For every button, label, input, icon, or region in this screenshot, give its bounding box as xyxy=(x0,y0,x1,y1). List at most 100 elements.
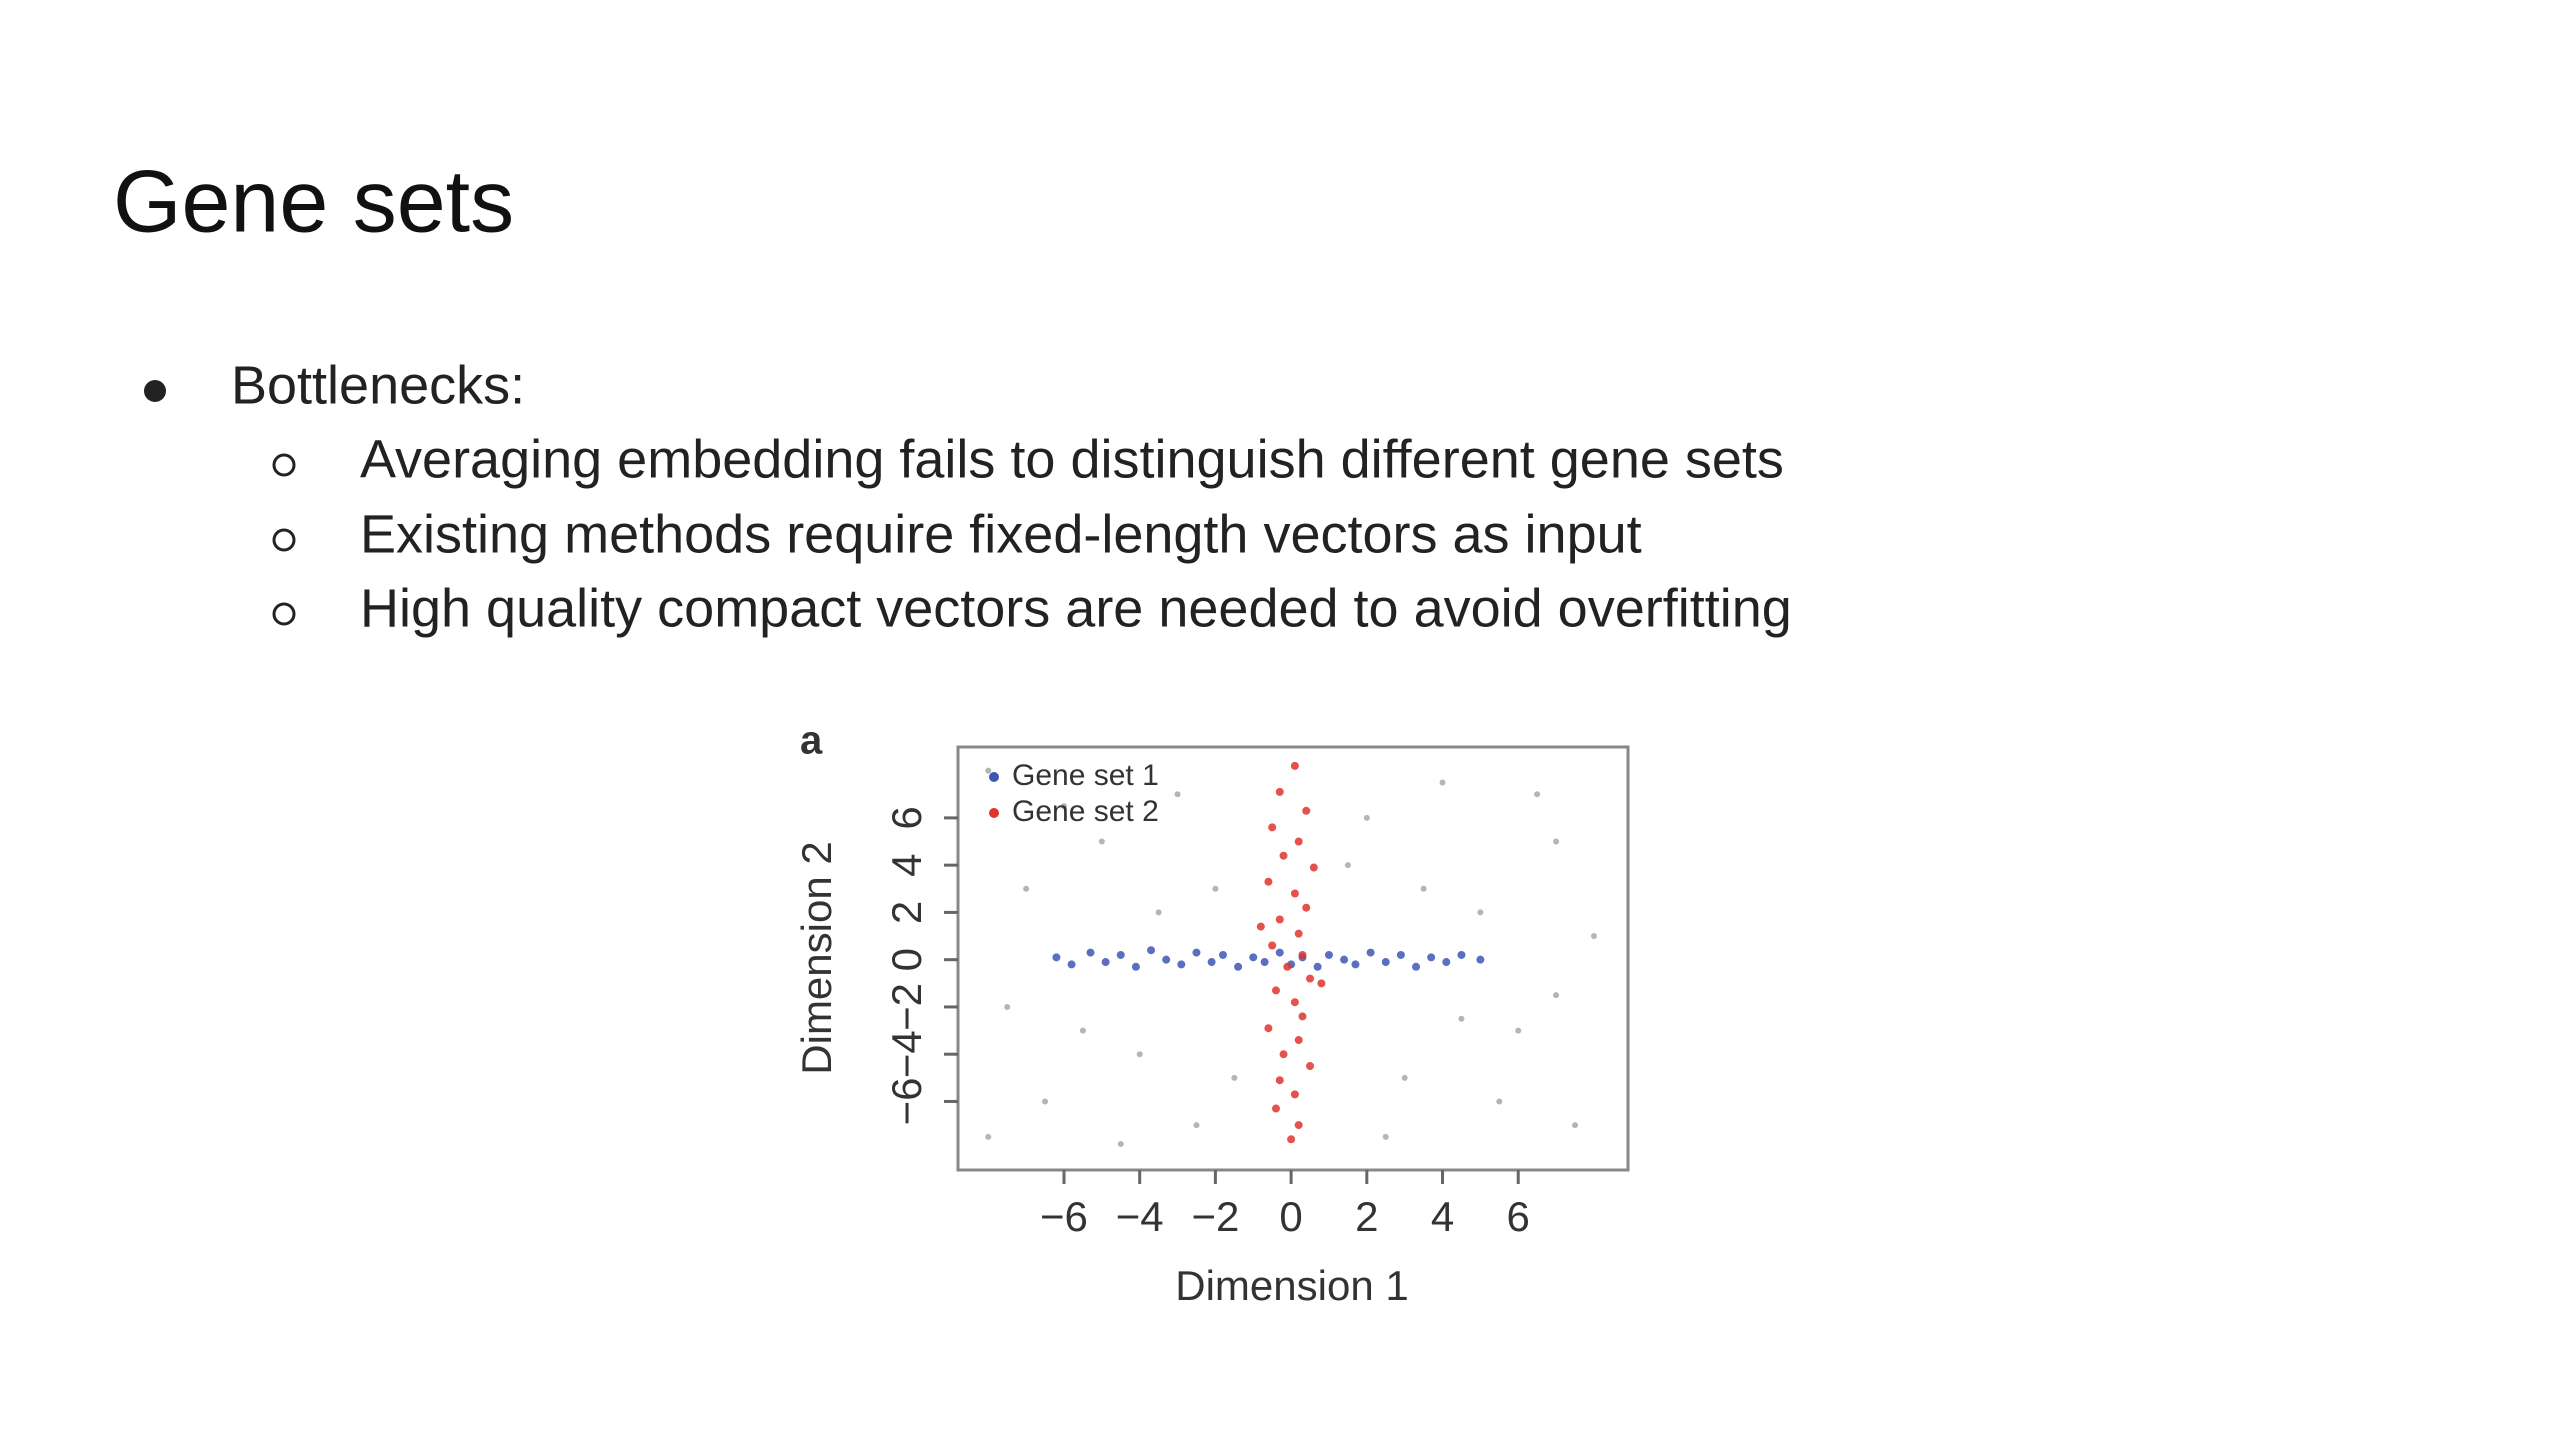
legend-marker xyxy=(989,808,999,818)
data-point xyxy=(1457,950,1466,959)
data-point xyxy=(1515,1027,1522,1034)
data-point xyxy=(1279,1050,1288,1059)
data-point xyxy=(985,1133,992,1140)
data-point xyxy=(1534,791,1541,798)
legend-label: Gene set 2 xyxy=(1012,795,1159,828)
x-tick-label: −2 xyxy=(1191,1193,1239,1240)
data-point xyxy=(1553,838,1560,845)
sub-bullet-text: Existing methods require fixed-length ve… xyxy=(360,504,1642,564)
y-tick-label: −4 xyxy=(883,1030,930,1078)
data-point xyxy=(1340,955,1349,964)
data-point xyxy=(985,767,992,774)
data-point xyxy=(1439,779,1446,786)
x-tick-label: −4 xyxy=(1116,1193,1164,1240)
data-point xyxy=(1477,909,1484,916)
data-point xyxy=(1294,1036,1303,1045)
y-tick-label: 2 xyxy=(883,901,930,924)
data-point xyxy=(1401,1074,1408,1081)
slide-title: Gene sets xyxy=(113,151,514,250)
data-point xyxy=(1271,986,1280,995)
data-point xyxy=(1294,837,1303,846)
data-point xyxy=(1260,958,1269,967)
data-point xyxy=(1317,979,1326,988)
data-point xyxy=(1264,877,1273,886)
data-point xyxy=(1382,1133,1389,1140)
data-point xyxy=(1287,1135,1296,1144)
y-tick-label: −2 xyxy=(883,983,930,1031)
sub-bullet-circle xyxy=(272,602,296,626)
data-point xyxy=(1306,1062,1315,1071)
data-point xyxy=(1218,950,1227,959)
x-tick-label: 4 xyxy=(1431,1193,1454,1240)
data-point xyxy=(1396,950,1405,959)
data-point xyxy=(1268,941,1277,950)
data-point xyxy=(1177,960,1186,969)
data-point xyxy=(1234,962,1243,971)
data-point xyxy=(1275,787,1284,796)
data-point xyxy=(1298,1012,1307,1021)
data-point xyxy=(1309,863,1318,872)
data-point xyxy=(1283,962,1292,971)
data-point xyxy=(1268,823,1277,832)
data-point xyxy=(1427,953,1436,962)
bullet-text: Bottlenecks: xyxy=(231,355,525,415)
data-point xyxy=(1366,948,1375,957)
data-point xyxy=(1147,946,1156,955)
data-point xyxy=(1381,958,1390,967)
y-tick-label: 4 xyxy=(883,853,930,876)
data-point xyxy=(1412,962,1421,971)
data-point xyxy=(1306,974,1315,983)
data-point xyxy=(1271,1104,1280,1113)
data-point xyxy=(1101,958,1110,967)
sub-bullet-text: Averaging embedding fails to distinguish… xyxy=(360,429,1784,489)
x-axis-label: Dimension 1 xyxy=(1175,1262,1408,1309)
data-point xyxy=(1256,922,1265,931)
y-tick-label: 6 xyxy=(883,806,930,829)
data-point xyxy=(1136,1051,1143,1058)
legend-marker xyxy=(989,772,999,782)
data-point xyxy=(1290,998,1299,1007)
data-point xyxy=(1131,962,1140,971)
data-point xyxy=(1298,950,1307,959)
data-point xyxy=(1275,948,1284,957)
data-point xyxy=(1162,955,1171,964)
data-point xyxy=(1458,1015,1465,1022)
sub-bullet-text: High quality compact vectors are needed … xyxy=(360,578,1792,638)
data-point xyxy=(1231,1074,1238,1081)
data-point xyxy=(1174,791,1181,798)
data-point xyxy=(1067,960,1076,969)
data-point xyxy=(1192,948,1201,957)
data-point xyxy=(1060,803,1067,810)
data-point xyxy=(1476,955,1485,964)
y-axis-label: Dimension 2 xyxy=(793,841,840,1074)
data-point xyxy=(1572,1122,1579,1129)
data-point xyxy=(1117,1141,1124,1148)
data-point xyxy=(1302,903,1311,912)
panel-label: a xyxy=(800,719,823,763)
data-point xyxy=(1363,814,1370,821)
x-tick-label: 2 xyxy=(1355,1193,1378,1240)
data-point xyxy=(1302,806,1311,815)
y-tick-label: −6 xyxy=(883,1078,930,1126)
data-point xyxy=(1207,958,1216,967)
data-point xyxy=(1004,1003,1011,1010)
legend-label: Gene set 1 xyxy=(1012,759,1159,792)
data-point xyxy=(1086,948,1095,957)
data-point xyxy=(1324,950,1333,959)
data-point xyxy=(1264,1024,1273,1033)
data-point xyxy=(1294,929,1303,938)
bullet-dot xyxy=(144,380,166,402)
data-point xyxy=(1249,953,1258,962)
y-tick-label: 0 xyxy=(883,948,930,971)
data-point xyxy=(1155,909,1162,916)
data-point xyxy=(1275,915,1284,924)
sub-bullet-circle xyxy=(272,528,296,552)
data-point xyxy=(1290,1090,1299,1099)
sub-bullet-circle xyxy=(272,453,296,477)
data-point xyxy=(1290,889,1299,898)
data-point xyxy=(1212,885,1219,892)
x-tick-label: 6 xyxy=(1507,1193,1530,1240)
data-point xyxy=(1116,950,1125,959)
data-point xyxy=(1496,1098,1503,1105)
